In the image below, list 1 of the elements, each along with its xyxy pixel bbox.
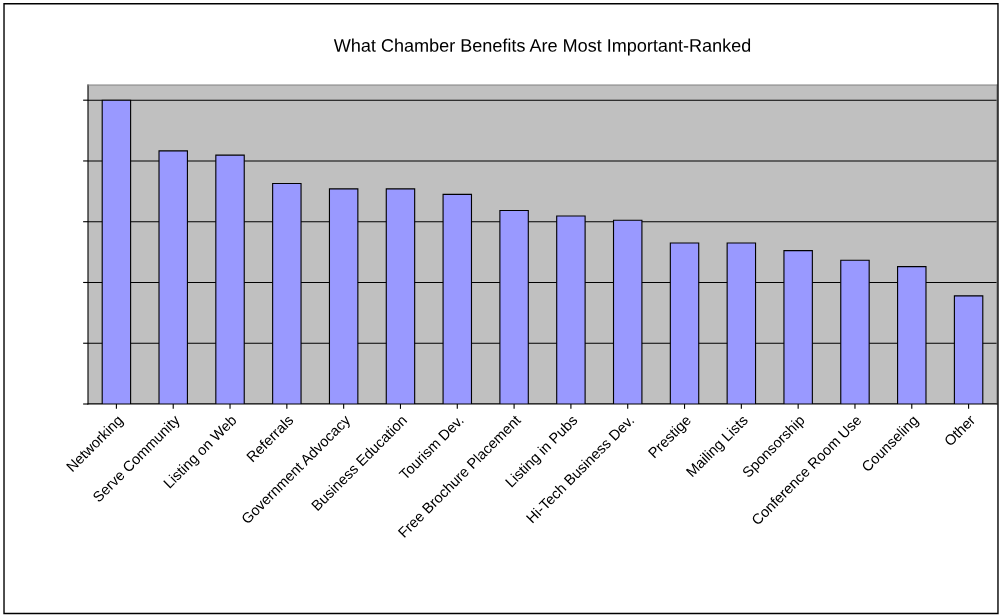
chart-title: What Chamber Benefits Are Most Important-Ranked [333,38,751,56]
